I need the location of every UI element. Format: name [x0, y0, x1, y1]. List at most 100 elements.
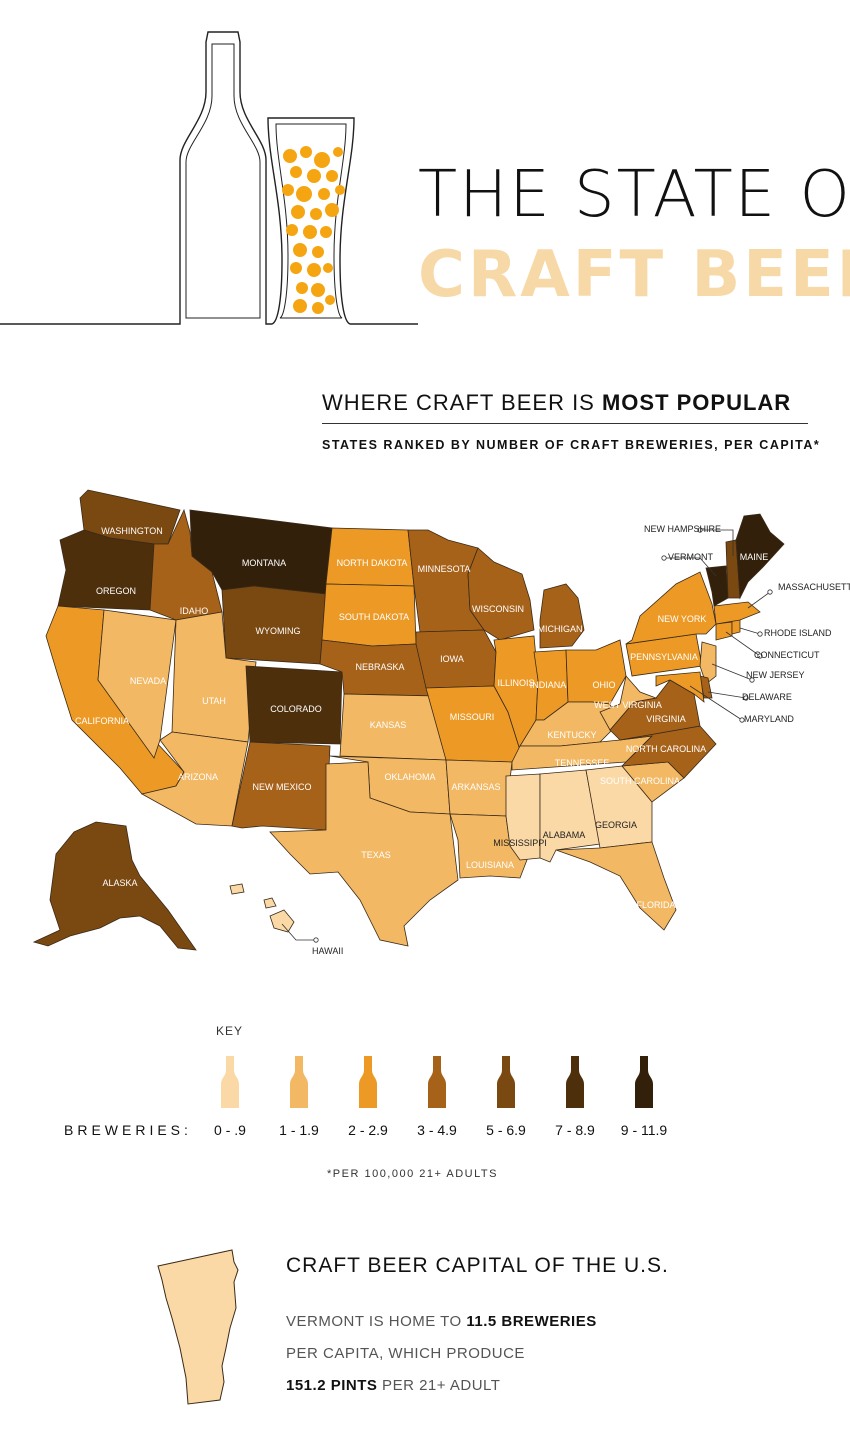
bubble [325, 203, 339, 217]
bubble [293, 299, 307, 313]
callout-dot-maryland [739, 717, 745, 723]
state-michigan [539, 583, 585, 649]
state-connecticut [715, 621, 733, 641]
capital-line-3: 151.2 PINTS PER 21+ ADULT [286, 1377, 500, 1394]
state-arizona [140, 731, 249, 827]
state-label-south-carolina: SOUTH CAROLINA [600, 776, 680, 786]
bubble [282, 184, 294, 196]
bubble [293, 243, 307, 257]
callout-line-massachusetts [747, 591, 771, 609]
callout-line-hawaii [281, 923, 316, 941]
state-label-california: CALIFORNIA [75, 716, 129, 726]
state-alaska [32, 821, 197, 951]
legend-bottle-7 [635, 1056, 653, 1108]
footnote: *PER 100,000 21+ ADULTS [327, 1168, 498, 1180]
beer-bubbles [282, 146, 345, 314]
state-label-nevada: NEVADA [130, 676, 166, 686]
legend-bottle-2 [290, 1056, 308, 1108]
state-label-north-carolina: NORTH CAROLINA [626, 744, 706, 754]
callout-dot-new-jersey [749, 677, 755, 683]
state-label-florida: FLORIDA [636, 900, 675, 910]
state-maryland [655, 671, 705, 703]
state-new-jersey [699, 641, 717, 685]
bubble [290, 166, 302, 178]
state-massachusetts [713, 601, 761, 625]
capital-line-1-plain: VERMONT IS HOME TO [286, 1313, 467, 1330]
title-line-1: THE STATE OF [418, 158, 850, 232]
state-label-west-virginia: WEST VIRGINIA [594, 700, 662, 710]
state-label-colorado: COLORADO [270, 704, 322, 714]
state-label-michigan: MICHIGAN [538, 624, 583, 634]
legend-range-3: 2 - 2.9 [348, 1122, 388, 1138]
state-north-carolina [619, 725, 717, 779]
state-wyoming [221, 585, 327, 665]
state-label-new-hampshire: NEW HAMPSHIRE [644, 524, 721, 534]
bubble [320, 226, 332, 238]
state-label-oklahoma: OKLAHOMA [384, 772, 435, 782]
state-label-montana: MONTANA [242, 558, 286, 568]
callout-dot-new-hampshire [697, 527, 703, 533]
bubble [323, 263, 333, 273]
state-label-south-dakota: SOUTH DAKOTA [339, 612, 409, 622]
state-label-connecticut: CONNECTICUT [754, 650, 820, 660]
legend-bottle-1 [221, 1056, 239, 1108]
state-label-massachusetts: MASSACHUSETTS [778, 582, 850, 592]
state-new-mexico [231, 741, 331, 831]
callout-line-vermont [664, 557, 717, 577]
state-label-idaho: IDAHO [180, 606, 209, 616]
capital-line-2: PER CAPITA, WHICH PRODUCE [286, 1345, 525, 1362]
legend-range-1: 0 - .9 [214, 1122, 246, 1138]
section-heading: WHERE CRAFT BEER IS MOST POPULAR [322, 390, 791, 416]
state-label-mississippi: MISSISSIPPI [493, 838, 547, 848]
bubble [312, 302, 324, 314]
state-label-wisconsin: WISCONSIN [472, 604, 524, 614]
legend-bottle-6 [566, 1056, 584, 1108]
legend-bottle-4 [428, 1056, 446, 1108]
bubble [318, 188, 330, 200]
us-choropleth-map: WASHINGTON OREGON CALIFORNIA NEVADA IDAHO MON… [32, 489, 850, 956]
capital-line-3-bold: 151.2 PINTS [286, 1377, 378, 1394]
state-label-vermont: VERMONT [668, 552, 714, 562]
state-label-oregon: OREGON [96, 586, 136, 596]
legend-label: BREWERIES: [64, 1122, 192, 1138]
state-label-pennsylvania: PENNSYLVANIA [630, 652, 698, 662]
callout-line-maryland [689, 685, 743, 721]
state-label-kentucky: KENTUCKY [547, 730, 596, 740]
callout-line-rhode-island [739, 627, 761, 635]
bubble [300, 146, 312, 158]
bubble [335, 185, 345, 195]
legend-title: KEY [216, 1024, 244, 1038]
callout-line-delaware [707, 691, 747, 699]
bubble [290, 262, 302, 274]
bubble [333, 147, 343, 157]
legend-range-2: 1 - 1.9 [279, 1122, 319, 1138]
state-hawaii [229, 883, 295, 933]
callout-line-connecticut [725, 631, 761, 657]
state-label-virginia: VIRGINIA [646, 714, 686, 724]
bubble [307, 169, 321, 183]
legend-range-4: 3 - 4.9 [417, 1122, 457, 1138]
legend-bottles [221, 1056, 653, 1108]
state-oregon [57, 529, 155, 611]
capital-line-1-bold: 11.5 BREWERIES [466, 1313, 597, 1330]
bubble [326, 170, 338, 182]
bubble [307, 263, 321, 277]
legend-bottle-5 [497, 1056, 515, 1108]
bubble [296, 282, 308, 294]
state-label-minnesota: MINNESOTA [418, 564, 471, 574]
legend-range-7: 9 - 11.9 [620, 1122, 668, 1138]
state-label-alabama: ALABAMA [543, 830, 586, 840]
state-label-georgia: GEORGIA [595, 820, 637, 830]
bottle-outline [0, 31, 418, 325]
state-label-alaska: ALASKA [102, 878, 137, 888]
callout-dot-rhode-island [757, 631, 763, 637]
legend-range-6: 7 - 8.9 [555, 1122, 595, 1138]
callout-line-new-jersey [711, 663, 753, 681]
state-label-new-york: NEW YORK [658, 614, 707, 624]
bubble [283, 149, 297, 163]
state-label-utah: UTAH [202, 696, 226, 706]
state-label-new-mexico: NEW MEXICO [252, 782, 311, 792]
state-label-arizona: ARIZONA [178, 772, 218, 782]
state-texas [269, 761, 459, 947]
state-label-missouri: MISSOURI [450, 712, 495, 722]
